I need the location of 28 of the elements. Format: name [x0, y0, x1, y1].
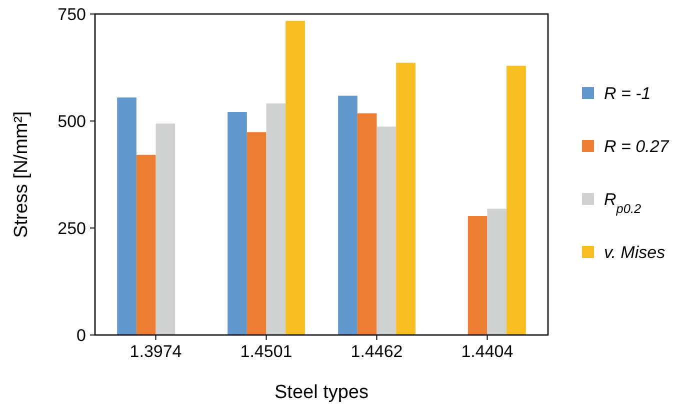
- bar: [156, 124, 176, 335]
- bar: [117, 97, 136, 335]
- bar: [136, 154, 156, 335]
- bar: [487, 208, 507, 335]
- legend-label: R = 0.27: [604, 136, 670, 156]
- x-tick-label: 1.4404: [461, 342, 514, 361]
- y-tick-label: 250: [58, 218, 86, 238]
- x-axis-title: Steel types: [274, 382, 368, 403]
- bar: [338, 96, 358, 335]
- x-tick-label: 1.3974: [130, 342, 182, 361]
- legend-label: v. Mises: [604, 242, 666, 262]
- y-tick-label: 750: [58, 4, 86, 24]
- y-axis-title: Stress [N/mm²]: [11, 111, 32, 238]
- bar: [246, 132, 266, 335]
- x-tick-label: 1.4501: [240, 342, 292, 361]
- y-tick-label: 500: [58, 112, 86, 131]
- x-tick-label: 1.4462: [350, 342, 403, 361]
- legend-label: R = -1: [604, 84, 651, 103]
- bar: [286, 20, 305, 335]
- bar: [266, 103, 286, 335]
- bar: [396, 62, 416, 335]
- bar: [506, 66, 526, 335]
- legend-label: R$_{p0.2}$: [604, 190, 642, 216]
- bar: [468, 216, 488, 335]
- bar: [228, 112, 247, 335]
- bar: [357, 113, 377, 335]
- y-tick-label: 0: [76, 326, 86, 345]
- bar: [376, 126, 396, 335]
